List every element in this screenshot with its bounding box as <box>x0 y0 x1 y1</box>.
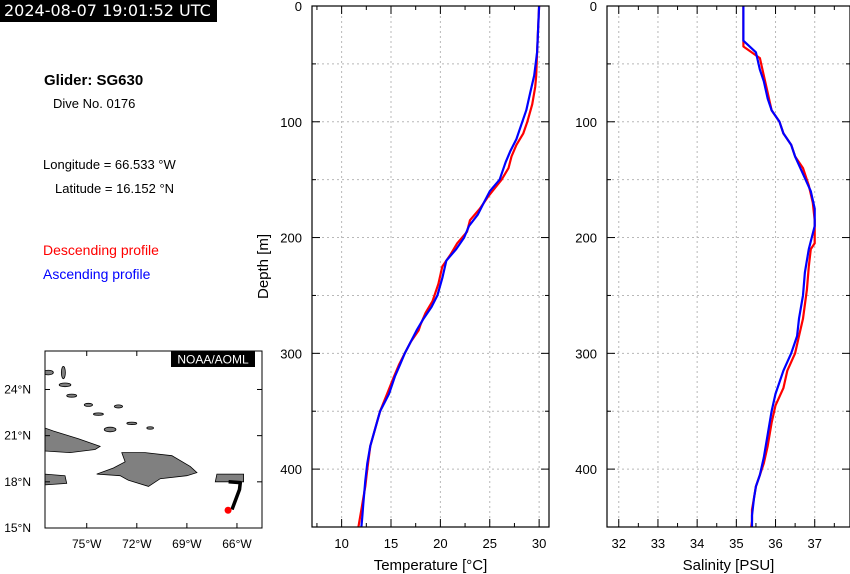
x-axis-label: Temperature [°C] <box>374 557 488 574</box>
ascending-profile-line <box>742 6 816 527</box>
ascending-profile-line <box>360 6 541 527</box>
lon-label: 72°W <box>122 537 152 551</box>
dive-number: Dive No. 0176 <box>53 96 136 111</box>
x-tick-label: 37 <box>807 536 821 551</box>
plot-frame <box>606 5 850 528</box>
island-shape <box>103 426 117 433</box>
location-map: 24°N 21°N 18°N 15°N 75°W 72°W 69°W 66°W NOAA/AOM… <box>4 350 263 551</box>
y-axis-label: Depth [m] <box>255 234 272 299</box>
lon-label: 66°W <box>222 537 252 551</box>
x-tick-label: 36 <box>768 536 782 551</box>
x-tick-label: 35 <box>729 536 743 551</box>
island-shape <box>113 404 124 409</box>
y-tick-label: 0 <box>295 0 302 14</box>
salinity-chart: 32 33 34 35 36 37 0 100 200 300 400 Salinity [PSU] <box>575 0 850 574</box>
longitude-label: Longitude = 66.533 °W <box>43 157 176 172</box>
glider-title: Glider: SG630 <box>44 72 144 89</box>
x-tick-label: 34 <box>690 536 704 551</box>
jamaica-shape <box>45 473 68 486</box>
descending-profile-line <box>357 6 541 527</box>
y-tick-label: 400 <box>575 462 597 477</box>
y-tick-label: 200 <box>280 231 302 246</box>
hispaniola-shape <box>96 452 198 487</box>
island-shape <box>146 426 154 430</box>
descending-legend: Descending profile <box>43 242 159 258</box>
island-shape <box>93 412 104 416</box>
lat-label: 15°N <box>4 521 31 535</box>
descending-profile-line <box>742 6 816 527</box>
y-tick-label: 200 <box>575 231 597 246</box>
island-shape <box>60 365 66 380</box>
map-credit-background <box>171 351 255 367</box>
y-tick-label: 300 <box>575 346 597 361</box>
y-tick-label: 0 <box>590 0 597 14</box>
glider-track <box>228 480 243 511</box>
y-tick-label: 300 <box>280 346 302 361</box>
latitude-label: Latitude = 16.152 °N <box>55 181 175 196</box>
lon-label: 69°W <box>172 537 202 551</box>
island-shape <box>66 393 78 398</box>
island-shape <box>45 369 54 376</box>
x-tick-label: 30 <box>532 536 546 551</box>
land-group <box>45 365 245 487</box>
glider-position-marker <box>224 506 232 514</box>
x-axis-label: Salinity [PSU] <box>683 557 775 574</box>
island-shape <box>126 421 138 425</box>
map-credit: NOAA/AOML <box>177 353 249 367</box>
map-frame <box>44 350 263 529</box>
plot-frame <box>311 5 550 528</box>
y-tick-label: 400 <box>280 462 302 477</box>
x-tick-label: 33 <box>651 536 665 551</box>
y-tick-label: 100 <box>575 115 597 130</box>
lat-label: 24°N <box>4 382 31 396</box>
y-tick-label: 100 <box>280 115 302 130</box>
timestamp-label: 2024-08-07 19:01:52 UTC <box>0 0 217 22</box>
x-tick-label: 32 <box>612 536 626 551</box>
lat-label: 18°N <box>4 475 31 489</box>
x-tick-label: 20 <box>433 536 447 551</box>
cuba-shape <box>45 427 102 454</box>
lat-label: 21°N <box>4 429 31 443</box>
x-tick-label: 15 <box>384 536 398 551</box>
lon-label: 75°W <box>72 537 102 551</box>
ascending-legend: Ascending profile <box>43 266 151 282</box>
island-shape <box>83 402 93 407</box>
island-shape <box>58 382 72 388</box>
x-tick-label: 10 <box>334 536 348 551</box>
x-tick-label: 25 <box>483 536 497 551</box>
